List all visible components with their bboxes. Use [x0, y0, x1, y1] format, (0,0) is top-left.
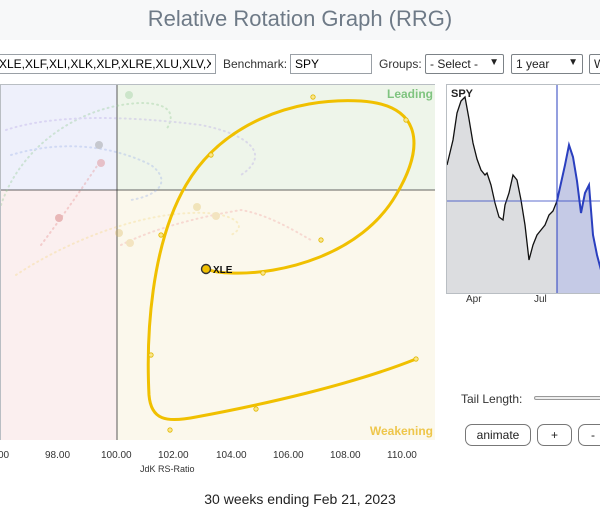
spy-x-tick: Apr	[466, 294, 482, 305]
period-select-value: 1 year	[516, 57, 550, 71]
benchmark-input[interactable]	[290, 54, 372, 74]
period-select[interactable]: 1 year ▼	[511, 54, 583, 74]
xle-point	[148, 352, 154, 358]
animate-button[interactable]: animate	[465, 424, 531, 446]
groups-label: Groups:	[379, 57, 422, 71]
tail-xle-points	[148, 94, 419, 433]
tail-xlf	[5, 117, 256, 176]
rrg-chart: XLE Leading Weakening	[0, 84, 435, 440]
tail-xlk	[1, 101, 172, 206]
tail-xle	[146, 99, 418, 422]
spy-x-axis: Apr Jul	[446, 294, 600, 308]
x-tick: 102.00	[158, 450, 189, 461]
spy-fill-highlight	[557, 145, 600, 293]
benchmark-label: Benchmark:	[223, 57, 288, 71]
zoom-in-button[interactable]: +	[537, 424, 572, 446]
tail-xlv	[15, 211, 240, 276]
chevron-down-icon: ▼	[489, 57, 499, 68]
xle-label: XLE	[213, 265, 233, 276]
chevron-down-icon: ▼	[568, 57, 578, 68]
page-title: Relative Rotation Graph (RRG)	[147, 6, 453, 31]
zoom-out-button[interactable]: -	[578, 424, 600, 446]
improving-quadrant	[1, 85, 117, 190]
leading-label: Leading	[387, 87, 433, 101]
frequency-select-value: W	[594, 57, 600, 71]
x-tick: 100.00	[101, 450, 132, 461]
controls-bar: Benchmark: Groups: - Select - ▼ 1 year ▼…	[0, 52, 600, 76]
spy-fill	[447, 97, 557, 293]
weakening-label: Weakening	[370, 424, 433, 438]
tail-head-xlp	[55, 214, 63, 222]
spy-x-tick: Jul	[534, 294, 547, 305]
xle-point	[260, 270, 266, 276]
x-tick: 106.00	[273, 450, 304, 461]
x-tick: 00	[0, 450, 10, 461]
xle-point	[158, 232, 164, 238]
tail-head-xlu	[97, 159, 105, 167]
x-tick: 108.00	[330, 450, 361, 461]
title-bar: Relative Rotation Graph (RRG)	[0, 0, 600, 40]
x-tick: 98.00	[45, 450, 71, 461]
tail-head-xlb	[126, 239, 134, 247]
spy-chart: SPY	[446, 84, 600, 294]
footer-date-label: 30 weeks ending Feb 21, 2023	[204, 491, 396, 507]
xle-head-marker[interactable]	[200, 263, 212, 275]
tail-length-label: Tail Length:	[461, 392, 523, 406]
frequency-select[interactable]: W	[589, 54, 600, 74]
tail-head-xli	[95, 141, 103, 149]
xle-point	[253, 406, 259, 412]
tail-xli	[10, 145, 163, 201]
tail-xlu	[40, 159, 102, 246]
x-axis: 00 98.00 100.00 102.00 104.00 106.00 108…	[0, 450, 440, 480]
xle-point	[413, 356, 419, 362]
tail-xlre	[120, 208, 312, 246]
xle-point	[167, 427, 173, 433]
symbols-input[interactable]	[0, 54, 216, 74]
xle-point	[403, 117, 409, 123]
spy-price-line	[447, 95, 558, 261]
xle-point	[208, 152, 214, 158]
x-tick: 110.00	[387, 450, 417, 461]
xle-point	[310, 94, 316, 100]
weakening-quadrant	[117, 190, 435, 440]
tail-head-xlk	[125, 91, 133, 99]
spy-label: SPY	[451, 88, 474, 100]
groups-select[interactable]: - Select - ▼	[425, 54, 504, 74]
groups-select-value: - Select -	[430, 57, 479, 71]
tail-head-xlv	[193, 203, 201, 211]
faded-tails	[1, 91, 312, 276]
tail-head-xlre	[212, 212, 220, 220]
x-axis-title: JdK RS-Ratio	[140, 464, 195, 474]
leading-quadrant	[117, 85, 435, 190]
spy-plot: SPY	[447, 85, 600, 293]
tail-head-xly	[115, 229, 123, 237]
xle-point	[318, 237, 324, 243]
spy-highlight-line	[556, 141, 600, 271]
lagging-quadrant	[1, 190, 117, 440]
rrg-plot: XLE Leading Weakening	[1, 85, 435, 440]
x-tick: 104.00	[216, 450, 247, 461]
tail-length-slider[interactable]	[534, 396, 600, 400]
